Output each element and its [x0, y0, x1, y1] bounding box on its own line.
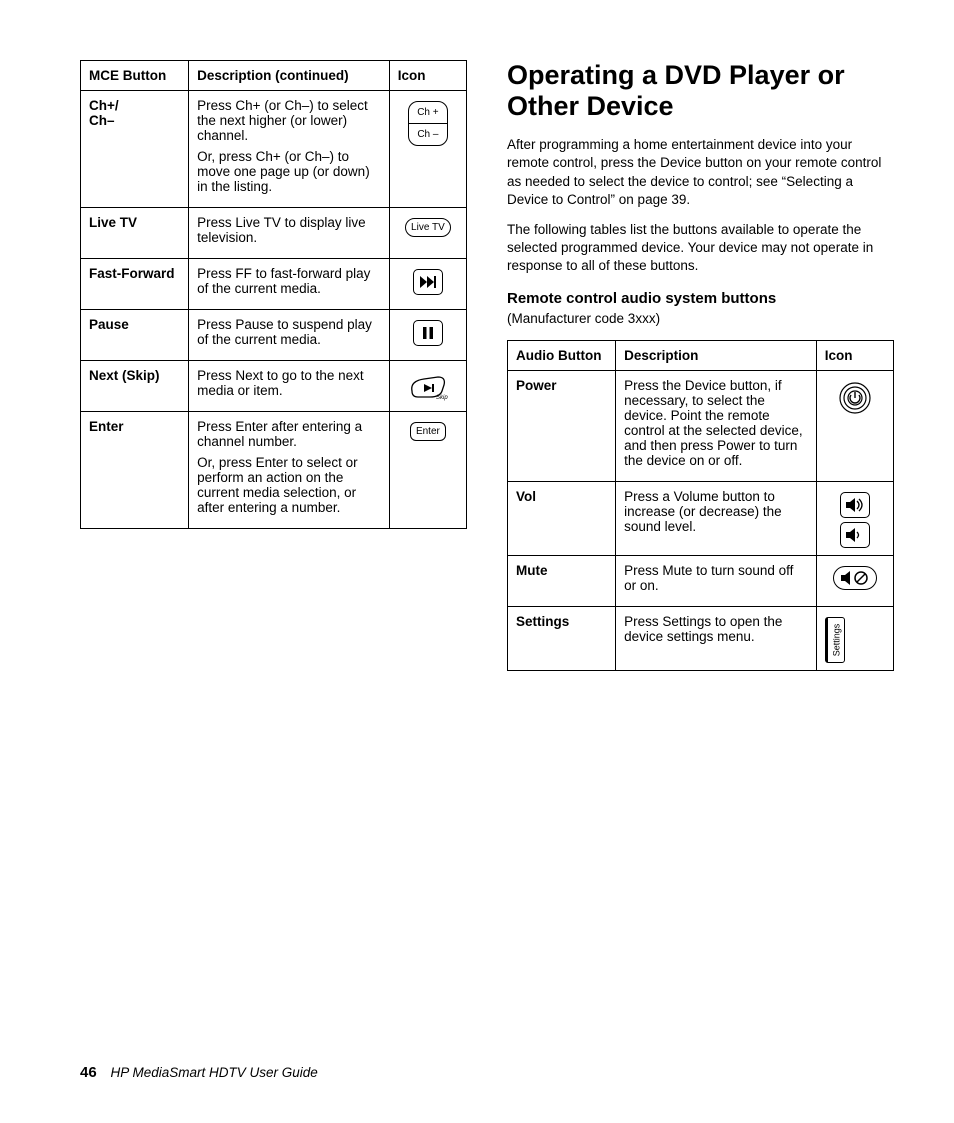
icon-cell [389, 259, 466, 310]
button-name-cell: Live TV [81, 208, 189, 259]
icon-cell: Enter [389, 412, 466, 529]
icon-cell [816, 481, 893, 555]
th-icon: Icon [389, 61, 466, 91]
mce-table-body: Ch+/Ch–Press Ch+ (or Ch–) to select the … [81, 91, 467, 529]
description-cell: Press Pause to suspend play of the curre… [189, 310, 390, 361]
guide-title: HP MediaSmart HDTV User Guide [110, 1065, 317, 1080]
svg-text:Skip: Skip [436, 395, 448, 401]
button-name-cell: Ch+/Ch– [81, 91, 189, 208]
button-name-cell: Power [508, 370, 616, 481]
description-cell: Press the Device button, if necessary, t… [616, 370, 817, 481]
th-audio-description: Description [616, 340, 817, 370]
audio-table-body: PowerPress the Device button, if necessa… [508, 370, 894, 670]
description-cell: Press Next to go to the next media or it… [189, 361, 390, 412]
icon-cell [389, 310, 466, 361]
manufacturer-note: (Manufacturer code 3xxx) [507, 311, 894, 326]
left-column: MCE Button Description (continued) Icon … [80, 60, 467, 671]
power-icon [838, 403, 872, 418]
pause-icon [413, 320, 443, 346]
button-name-cell: Vol [508, 481, 616, 555]
section-heading: Operating a DVD Player or Other Device [507, 60, 894, 122]
icon-cell: Live TV [389, 208, 466, 259]
description-cell: Press Mute to turn sound off or on. [616, 555, 817, 606]
description-cell: Press Ch+ (or Ch–) to select the next hi… [189, 91, 390, 208]
description-cell: Press Live TV to display live television… [189, 208, 390, 259]
th-audio-button: Audio Button [508, 340, 616, 370]
table-row: Fast-ForwardPress FF to fast-forward pla… [81, 259, 467, 310]
volume-icon [825, 492, 885, 548]
mce-button-table: MCE Button Description (continued) Icon … [80, 60, 467, 529]
icon-cell: Settings [816, 606, 893, 670]
icon-cell [816, 555, 893, 606]
intro-paragraph-2: The following tables list the buttons av… [507, 221, 894, 276]
skip-icon: Skip [406, 389, 450, 404]
table-row: Live TVPress Live TV to display live tel… [81, 208, 467, 259]
table-row: EnterPress Enter after entering a channe… [81, 412, 467, 529]
right-column: Operating a DVD Player or Other Device A… [507, 60, 894, 671]
table-row: VolPress a Volume button to increase (or… [508, 481, 894, 555]
intro-paragraph-1: After programming a home entertainment d… [507, 136, 894, 209]
button-name-cell: Settings [508, 606, 616, 670]
page-number: 46 [80, 1064, 97, 1081]
description-cell: Press a Volume button to increase (or de… [616, 481, 817, 555]
button-name-cell: Pause [81, 310, 189, 361]
icon-cell [816, 370, 893, 481]
table-row: MutePress Mute to turn sound off or on. [508, 555, 894, 606]
table-row: PausePress Pause to suspend play of the … [81, 310, 467, 361]
fast-forward-icon [413, 269, 443, 295]
page-footer: 46 HP MediaSmart HDTV User Guide [80, 1064, 318, 1081]
icon-cell: Skip [389, 361, 466, 412]
th-audio-icon: Icon [816, 340, 893, 370]
table-row: PowerPress the Device button, if necessa… [508, 370, 894, 481]
settings-icon: Settings [825, 617, 885, 663]
audio-button-table: Audio Button Description Icon PowerPress… [507, 340, 894, 671]
enter-icon: Enter [410, 422, 446, 441]
table-row: SettingsPress Settings to open the devic… [508, 606, 894, 670]
button-name-cell: Next (Skip) [81, 361, 189, 412]
mute-icon [833, 566, 877, 590]
button-name-cell: Mute [508, 555, 616, 606]
th-mce-button: MCE Button [81, 61, 189, 91]
description-cell: Press Enter after entering a channel num… [189, 412, 390, 529]
channel-icon: Ch + Ch – [408, 101, 448, 146]
table-row: Next (Skip)Press Next to go to the next … [81, 361, 467, 412]
livetv-icon: Live TV [405, 218, 451, 237]
description-cell: Press FF to fast-forward play of the cur… [189, 259, 390, 310]
table-row: Ch+/Ch–Press Ch+ (or Ch–) to select the … [81, 91, 467, 208]
description-cell: Press Settings to open the device settin… [616, 606, 817, 670]
page-content: MCE Button Description (continued) Icon … [0, 0, 954, 711]
button-name-cell: Enter [81, 412, 189, 529]
subheading: Remote control audio system buttons [507, 290, 894, 307]
button-name-cell: Fast-Forward [81, 259, 189, 310]
th-description: Description (continued) [189, 61, 390, 91]
icon-cell: Ch + Ch – [389, 91, 466, 208]
